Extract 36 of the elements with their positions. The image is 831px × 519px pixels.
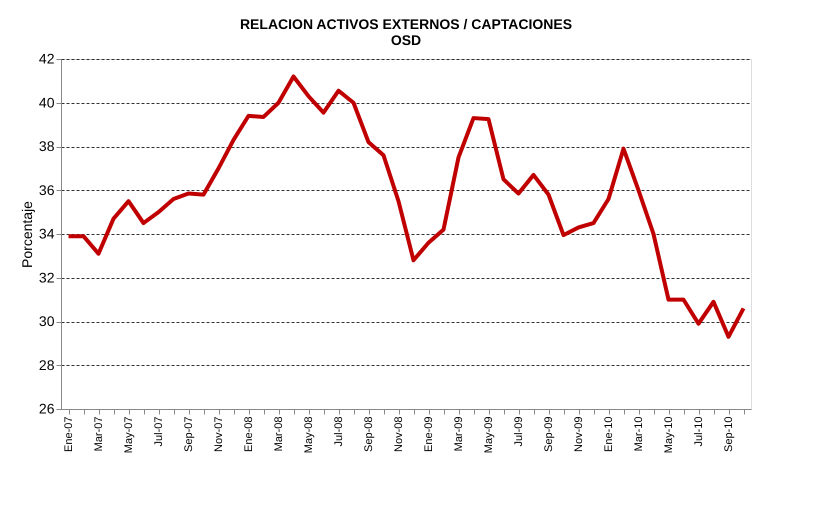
- y-tick-label: 26: [38, 400, 55, 416]
- x-tick-label: Mar-07: [93, 416, 105, 452]
- y-tick-label: 42: [38, 50, 55, 66]
- x-tick-label: Nov-09: [573, 416, 585, 452]
- x-tick-label: Jul-07: [153, 416, 165, 446]
- x-tick-label: Sep-10: [723, 416, 735, 452]
- x-tick-label: Ene-07: [63, 416, 75, 452]
- x-tick-label: Sep-07: [183, 416, 195, 452]
- line-series: [66, 74, 746, 339]
- x-tick-label: Sep-09: [543, 416, 555, 452]
- y-tick-label: 34: [38, 226, 55, 242]
- x-tick-label: Mar-09: [453, 416, 465, 452]
- chart-title: RELACION ACTIVOS EXTERNOS / CAPTACIONES: [240, 16, 572, 32]
- y-tick-label: 38: [38, 138, 55, 154]
- y-tick-label: 36: [38, 182, 55, 198]
- x-tick-label: Mar-08: [273, 416, 285, 452]
- y-tick-label: 32: [38, 269, 55, 286]
- x-tick-label: Jul-08: [333, 416, 345, 446]
- x-tick-label: Ene-10: [603, 416, 615, 452]
- x-tick-label: Nov-07: [213, 416, 225, 452]
- x-tick-label: Nov-08: [393, 416, 405, 452]
- y-axis-title: Porcentaje: [18, 200, 35, 268]
- x-tick-label: Mar-10: [633, 416, 645, 452]
- x-tick-label: May-09: [483, 416, 495, 454]
- x-tick-label: Jul-10: [693, 416, 705, 446]
- x-tick-label: Ene-08: [243, 416, 255, 452]
- chart-subtitle: OSD: [390, 32, 422, 48]
- x-tick-label: Jul-09: [513, 416, 525, 446]
- x-tick-label: Sep-08: [363, 416, 375, 452]
- x-tick-label: May-07: [123, 416, 135, 454]
- y-tick-label: 28: [38, 356, 55, 373]
- y-tick-label: 40: [38, 94, 55, 110]
- x-tick-label: Ene-09: [423, 416, 435, 452]
- x-tick-label: May-10: [663, 416, 675, 454]
- x-tick-label: May-08: [303, 416, 315, 454]
- y-tick-label: 30: [38, 313, 55, 329]
